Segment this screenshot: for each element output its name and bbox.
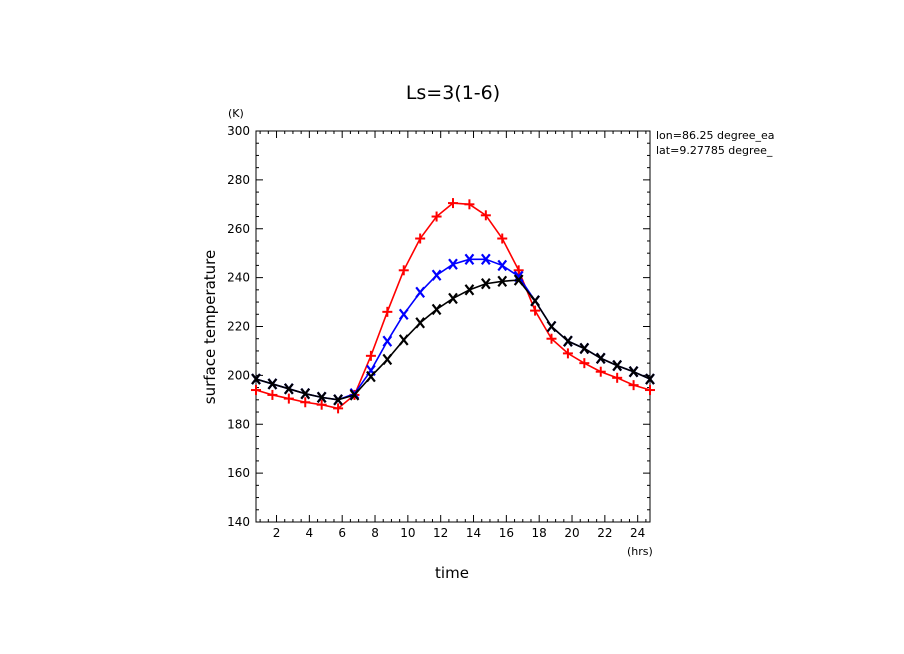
y-tick-label: 300 [227,124,250,138]
data-point [300,397,311,408]
x-tick-label: 22 [597,526,612,540]
data-point [333,403,344,414]
series-layer [251,198,655,414]
data-point [645,385,655,396]
x-tick-label: 16 [499,526,514,540]
plot-frame [255,130,651,523]
data-point [448,258,458,270]
x-tick-label: 6 [338,526,346,540]
data-point [628,366,639,378]
data-point [464,284,475,296]
data-point [563,335,573,347]
data-point [251,385,261,396]
x-tick-label: 8 [371,526,379,540]
data-point [497,233,508,244]
data-point [283,393,294,404]
chart-title: Ls=3(1-6) [406,82,500,104]
x-tick-label: 20 [564,526,579,540]
y-axis-title: surface temperature [201,250,219,405]
x-tick-label: 12 [433,526,448,540]
data-point [448,198,458,209]
data-point [333,394,343,406]
data-point [267,378,278,390]
data-point [530,305,541,316]
y-tick-label: 280 [227,173,250,187]
data-point [579,342,590,355]
y-tick-label: 260 [227,222,250,236]
data-point [645,373,655,385]
series-2 [251,274,655,406]
data-point [431,269,442,281]
y-tick-label: 200 [227,368,250,382]
data-point [398,265,409,276]
x-tick-label: 18 [532,526,547,540]
series-line [255,202,651,410]
series-line [255,258,651,401]
x-tick-label: 24 [630,526,645,540]
data-point [431,303,442,316]
data-point [349,389,360,401]
data-point [497,275,508,287]
data-point [480,278,491,290]
data-point [480,210,491,221]
data-point [251,373,261,385]
data-point [300,388,311,400]
data-point [415,233,426,244]
data-point [513,265,524,276]
data-point [546,333,557,344]
data-point [464,199,475,210]
data-point [513,274,524,286]
series-1 [251,253,655,406]
data-point [562,348,573,359]
y-tick-label: 160 [227,466,250,480]
data-point [382,353,393,366]
data-point [431,211,442,222]
lon-annotation: lon=86.25 degree_ea [656,129,775,142]
data-point [480,253,491,265]
x-axis-title: time [435,564,469,582]
data-point [530,295,540,307]
data-point [366,370,376,383]
data-point [283,383,294,395]
y-tick-label: 220 [227,320,250,334]
x-tick-label: 14 [466,526,481,540]
data-point [415,286,426,298]
lat-annotation: lat=9.27785 degree_ [656,144,773,157]
data-point [497,259,508,272]
data-point [382,335,393,347]
data-point [595,366,606,377]
data-point [612,372,623,383]
data-point [316,391,327,404]
x-tick-label: 4 [306,526,314,540]
x-tick-label: 2 [273,526,281,540]
data-point [628,380,639,391]
data-point [546,320,557,333]
data-point [595,352,606,364]
data-point [382,306,393,317]
series-0 [251,198,655,414]
y-unit-label: (K) [228,107,244,120]
x-tick-label: 10 [400,526,415,540]
data-point [415,317,426,329]
y-tick-label: 180 [227,417,250,431]
data-point [612,359,623,372]
y-tick-label: 140 [227,515,250,529]
data-point [267,389,278,400]
data-point [398,334,409,346]
x-unit-label: (hrs) [627,545,653,558]
data-point [579,358,590,369]
data-point [398,308,409,320]
data-point [448,292,458,305]
data-point [464,253,475,265]
data-point [365,350,376,361]
y-tick-label: 240 [227,271,250,285]
data-point [316,399,327,410]
